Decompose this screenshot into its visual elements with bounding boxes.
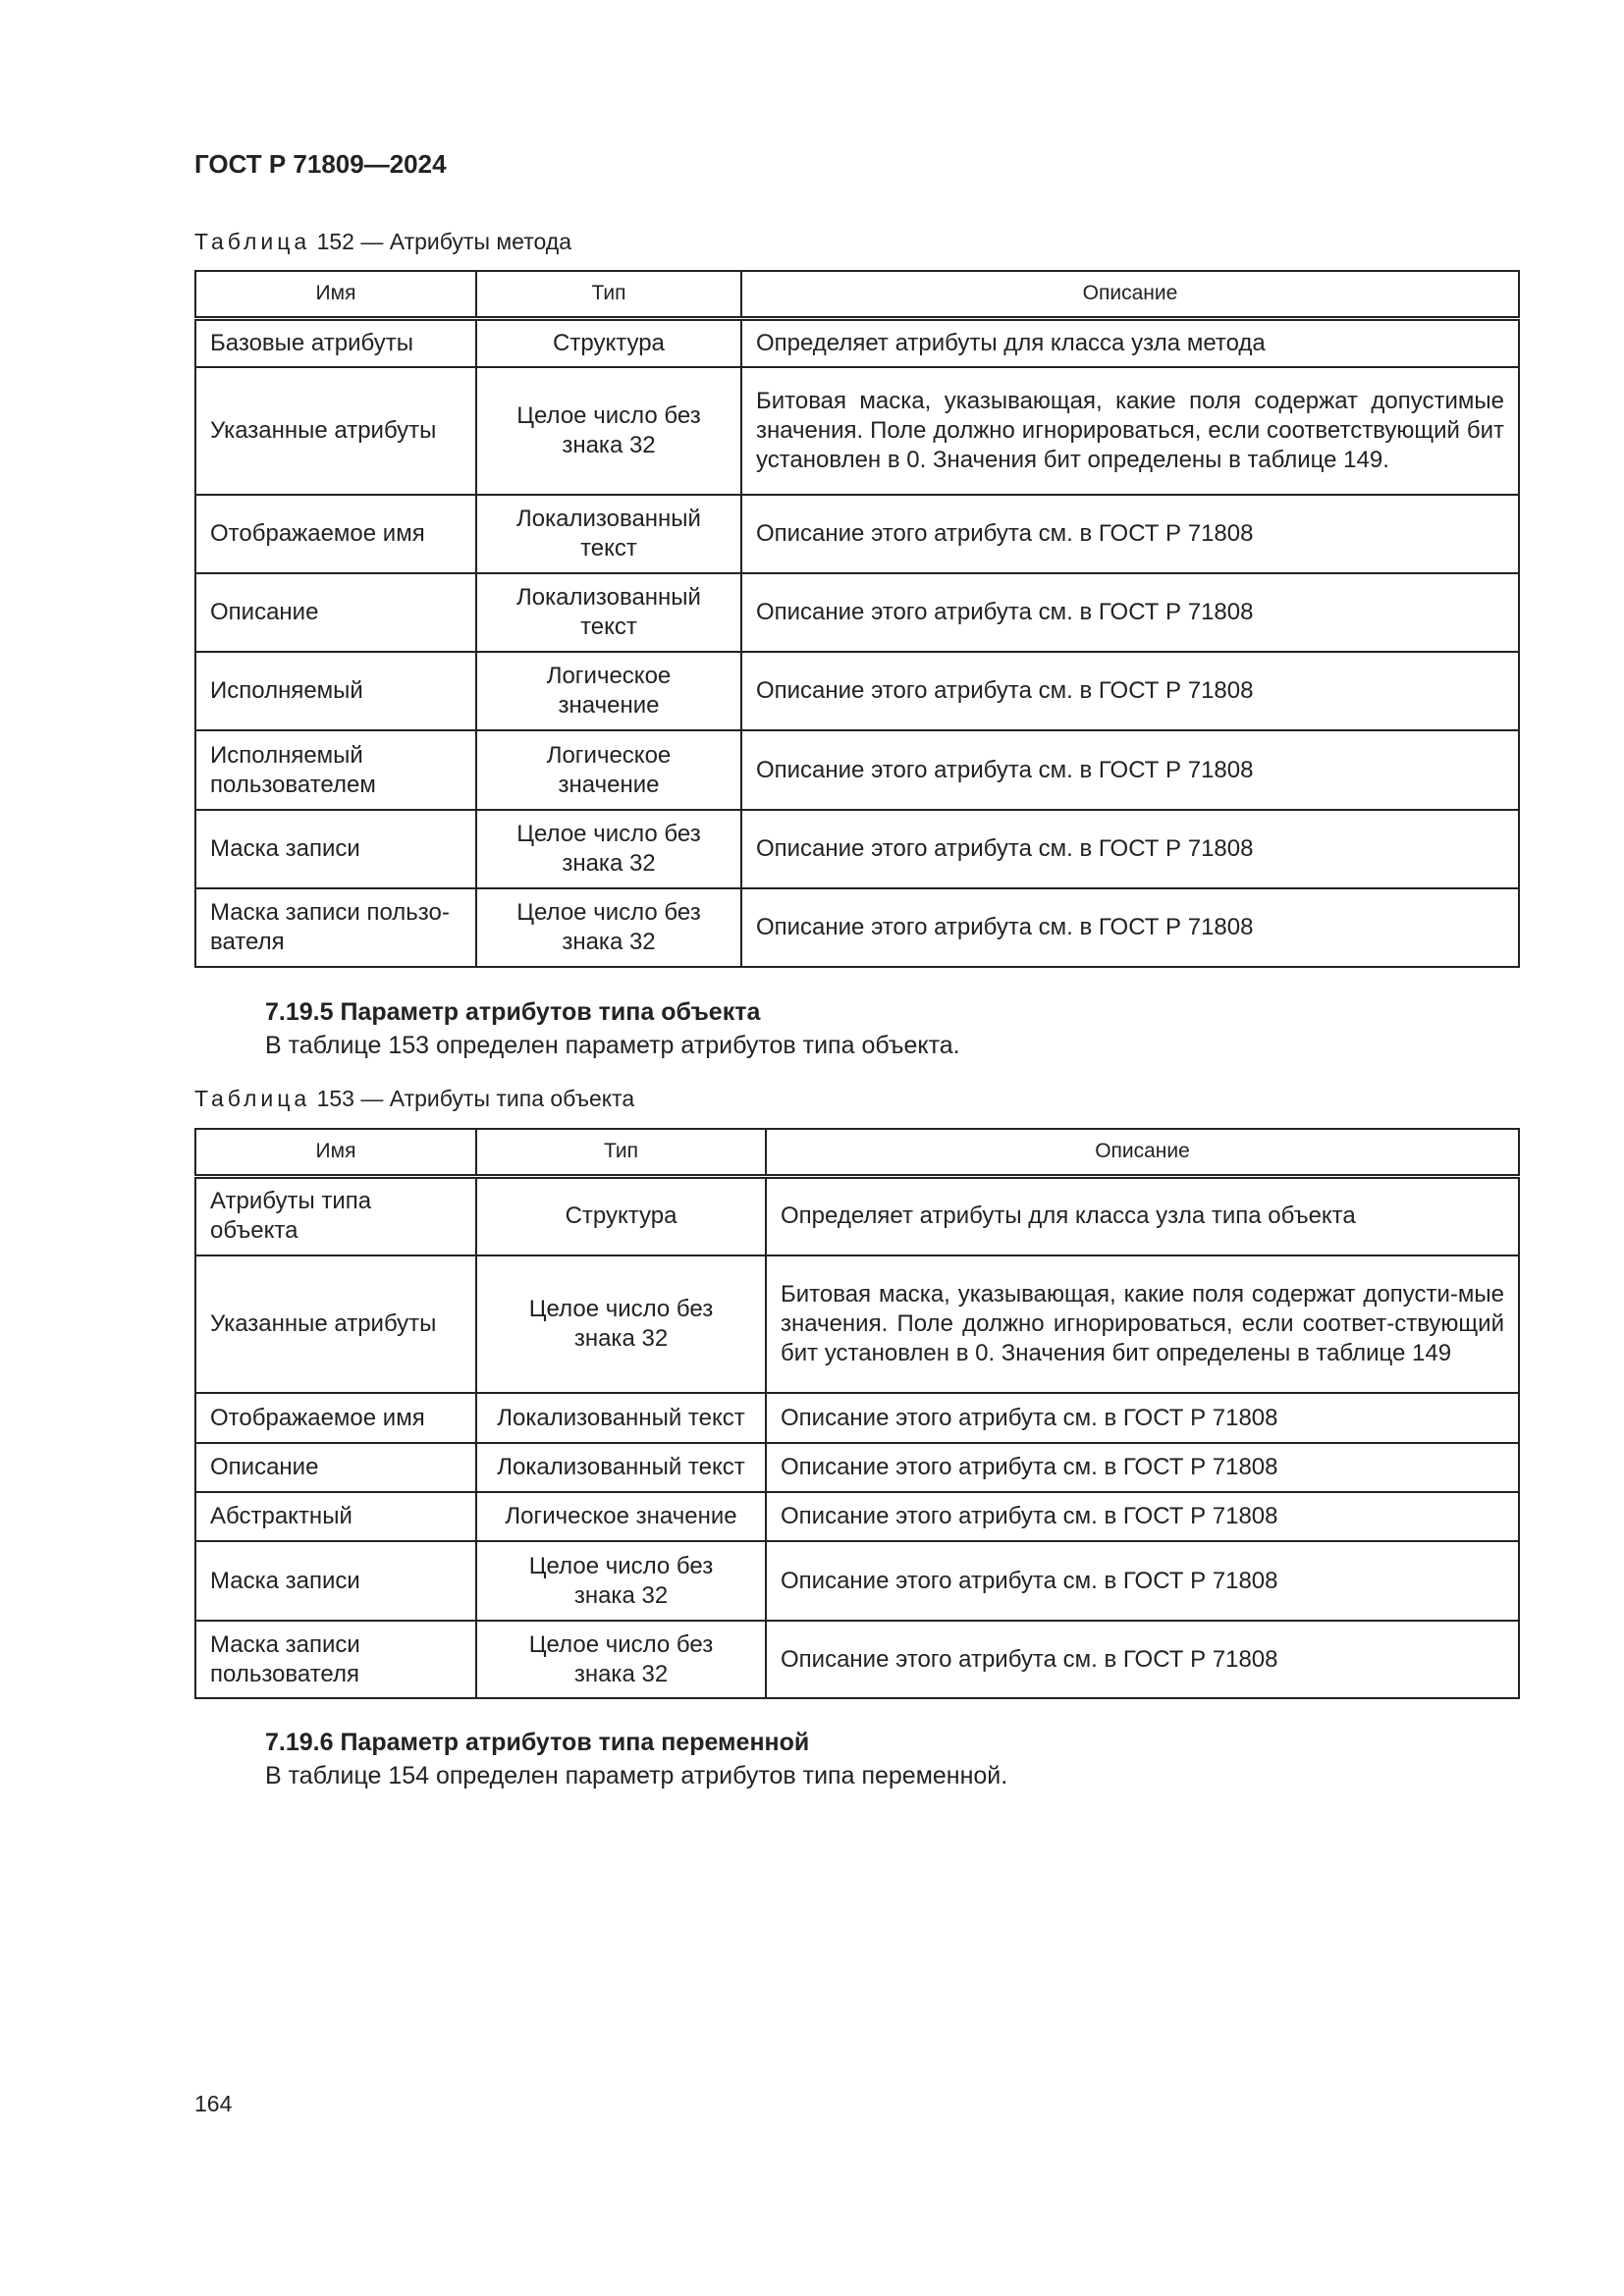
table-row: Маска записи пользо-вателя Целое число бе… — [194, 887, 1521, 968]
cell-type: Логическое значение — [475, 651, 742, 731]
table-row: Маска записи Целое число без знака 32 Опис… — [194, 1540, 1520, 1622]
cell-name: Описание — [194, 1442, 477, 1493]
cell-name: Атрибуты типа объекта — [194, 1175, 477, 1256]
cell-description: Описание этого атрибута см. в ГОСТ Р 718… — [765, 1540, 1520, 1622]
table-row: Указанные атрибуты Целое число без знака … — [194, 1255, 1520, 1394]
table-153: Имя Тип Описание Атрибуты типа объекта Ст… — [194, 1128, 1520, 1699]
cell-type: Локализованный текст — [475, 572, 742, 653]
table-153-caption: Таблица 153 — Атрибуты типа объекта — [194, 1086, 634, 1112]
table-row: Отображаемое имя Локализованный текст Опис… — [194, 1392, 1520, 1444]
cell-description: Описание этого атрибута см. в ГОСТ Р 718… — [765, 1620, 1520, 1699]
cell-description: Описание этого атрибута см. в ГОСТ Р 718… — [739, 494, 1521, 574]
cell-description: Описание этого атрибута см. в ГОСТ Р 718… — [739, 729, 1521, 811]
cell-name: Маска записи пользо-вателя — [194, 887, 477, 968]
table-row: Исполняемый пользователем Логическое знач… — [194, 729, 1521, 811]
cell-name: Маска записи — [194, 809, 477, 889]
cell-type: Целое число без знака 32 — [475, 1620, 767, 1699]
cell-description: Битовая маска, указывающая, какие поля с… — [739, 366, 1521, 496]
cell-type: Целое число без знака 32 — [475, 366, 742, 496]
cell-type: Целое число без знака 32 — [475, 809, 742, 889]
cell-description: Описание этого атрибута см. в ГОСТ Р 718… — [739, 651, 1521, 731]
section-text: В таблице 153 определен параметр атрибут… — [265, 1032, 960, 1059]
cell-name: Описание — [194, 572, 477, 653]
document-title: ГОСТ Р 71809—2024 — [194, 149, 447, 179]
table-row: Базовые атрибуты Структура Определяет атри… — [194, 317, 1521, 368]
cell-name: Указанные атрибуты — [194, 1255, 477, 1394]
caption-prefix: Таблица — [194, 1086, 311, 1111]
table-row: Абстрактный Логическое значение Описание э… — [194, 1491, 1520, 1542]
cell-name: Маска записи — [194, 1540, 477, 1622]
table-row: Описание Локализованный текст Описание это… — [194, 572, 1521, 653]
cell-type: Логическое значение — [475, 1491, 767, 1542]
table-row: Отображаемое имя Локализованный текст Опис… — [194, 494, 1521, 574]
cell-description: Определяет атрибуты для класса узла типа… — [765, 1175, 1520, 1256]
cell-name: Исполняемый — [194, 651, 477, 731]
cell-type: Локализованный текст — [475, 1392, 767, 1444]
page-number: 164 — [194, 2091, 233, 2116]
table-row: Описание Локализованный текст Описание это… — [194, 1442, 1520, 1493]
caption-text: 152 — Атрибуты метода — [310, 229, 571, 254]
column-header-type: Тип — [475, 1128, 767, 1179]
cell-type: Локализованный текст — [475, 1442, 767, 1493]
cell-name: Маска записи пользователя — [194, 1620, 477, 1699]
cell-type: Целое число без знака 32 — [475, 887, 742, 968]
section-heading: 7.19.5 Параметр атрибутов типа объекта — [265, 998, 761, 1026]
cell-type: Локализованный текст — [475, 494, 742, 574]
cell-name: Базовые атрибуты — [194, 317, 477, 368]
cell-description: Описание этого атрибута см. в ГОСТ Р 718… — [765, 1442, 1520, 1493]
cell-description: Описание этого атрибута см. в ГОСТ Р 718… — [739, 809, 1521, 889]
cell-description: Описание этого атрибута см. в ГОСТ Р 718… — [739, 572, 1521, 653]
cell-type: Целое число без знака 32 — [475, 1255, 767, 1394]
column-header-description: Описание — [765, 1128, 1520, 1179]
cell-name: Указанные атрибуты — [194, 366, 477, 496]
section-text: В таблице 154 определен параметр атрибут… — [265, 1762, 1008, 1789]
cell-type: Целое число без знака 32 — [475, 1540, 767, 1622]
section-heading: 7.19.6 Параметр атрибутов типа переменно… — [265, 1729, 810, 1756]
cell-name: Отображаемое имя — [194, 1392, 477, 1444]
caption-text: 153 — Атрибуты типа объекта — [310, 1086, 635, 1111]
column-header-name: Имя — [194, 270, 477, 321]
cell-type: Структура — [475, 317, 742, 368]
table-row: Атрибуты типа объекта Структура Определяет… — [194, 1175, 1520, 1256]
cell-description: Описание этого атрибута см. в ГОСТ Р 718… — [739, 887, 1521, 968]
cell-name: Исполняемый пользователем — [194, 729, 477, 811]
table-row: Маска записи Целое число без знака 32 Опис… — [194, 809, 1521, 889]
cell-name: Отображаемое имя — [194, 494, 477, 574]
table-152: Имя Тип Описание Базовые атрибуты Структу… — [194, 270, 1521, 968]
column-header-description: Описание — [739, 270, 1521, 321]
table-row: Маска записи пользователя Целое число без… — [194, 1620, 1520, 1699]
cell-name: Абстрактный — [194, 1491, 477, 1542]
table-row: Указанные атрибуты Целое число без знака … — [194, 366, 1521, 496]
column-header-type: Тип — [475, 270, 742, 321]
cell-description: Битовая маска, указывающая, какие поля с… — [765, 1255, 1520, 1394]
column-header-name: Имя — [194, 1128, 477, 1179]
cell-description: Описание этого атрибута см. в ГОСТ Р 718… — [765, 1491, 1520, 1542]
table-row: Исполняемый Логическое значение Описание э… — [194, 651, 1521, 731]
table-152-caption: Таблица 152 — Атрибуты метода — [194, 229, 571, 255]
cell-description: Определяет атрибуты для класса узла мето… — [739, 317, 1521, 368]
cell-description: Описание этого атрибута см. в ГОСТ Р 718… — [765, 1392, 1520, 1444]
caption-prefix: Таблица — [194, 229, 311, 254]
cell-type: Структура — [475, 1175, 767, 1256]
cell-type: Логическое значение — [475, 729, 742, 811]
